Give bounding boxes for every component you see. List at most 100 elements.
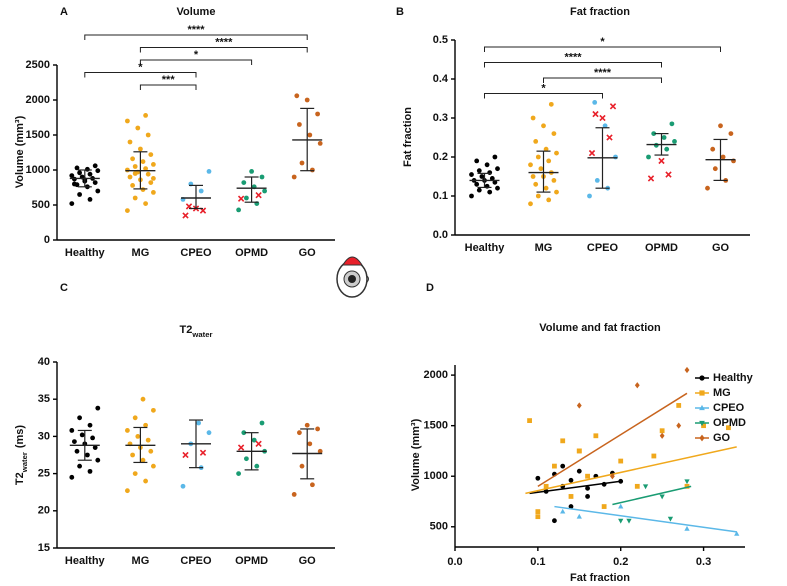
- data-point: [95, 168, 101, 174]
- y-tick-label: 15: [38, 542, 50, 554]
- data-point: [543, 483, 549, 489]
- data-point: [92, 445, 98, 450]
- data-point: [151, 463, 156, 469]
- data-point: [132, 164, 138, 169]
- y-tick-label: 1500: [424, 420, 448, 432]
- chart-title: Fat fraction: [570, 6, 630, 18]
- highlight-point: [199, 449, 207, 456]
- data-point: [546, 197, 552, 203]
- data-point: [236, 471, 242, 476]
- chart-title-part: water: [191, 330, 212, 339]
- data-point: [474, 158, 480, 164]
- data-point: [143, 166, 149, 172]
- legend-marker: [699, 375, 705, 381]
- x-tick-label: Healthy: [465, 242, 506, 254]
- data-point: [180, 483, 186, 489]
- legend-label: MG: [713, 387, 731, 399]
- data-point: [479, 174, 485, 179]
- data-point: [576, 513, 582, 519]
- head-icon: [336, 256, 369, 298]
- data-point: [130, 183, 136, 188]
- data-point: [528, 162, 533, 168]
- data-point: [653, 142, 659, 148]
- y-tick-label: 0.4: [433, 73, 449, 85]
- y-axis-label-part: water: [20, 452, 29, 473]
- x-tick-label: MG: [535, 242, 553, 254]
- data-point: [661, 135, 667, 140]
- x-tick-label: 0.0: [447, 556, 462, 568]
- data-point: [530, 174, 536, 179]
- data-point: [130, 156, 136, 162]
- x-tick-label: CPEO: [587, 242, 619, 254]
- data-point: [259, 420, 265, 426]
- significance-bracket: [484, 46, 721, 52]
- data-point: [236, 207, 242, 213]
- data-point: [593, 433, 599, 439]
- y-tick-label: 500: [430, 521, 448, 533]
- data-point: [299, 160, 305, 166]
- fit-line: [537, 392, 688, 487]
- data-point: [484, 162, 490, 168]
- data-point: [684, 479, 690, 485]
- data-point: [69, 173, 75, 179]
- y-axis-label-part: Volume (mm³): [14, 115, 26, 188]
- highlight-point: [182, 212, 189, 219]
- data-point: [530, 115, 536, 121]
- data-point: [684, 525, 690, 531]
- data-point: [145, 171, 151, 177]
- data-point: [198, 188, 204, 194]
- data-point: [527, 418, 532, 424]
- data-point: [125, 428, 130, 433]
- data-point: [92, 163, 98, 169]
- chart-title: T2water: [180, 324, 213, 339]
- data-point: [585, 473, 590, 479]
- y-tick-label: 2000: [424, 369, 448, 381]
- y-axis-label: T2water (ms): [14, 425, 29, 485]
- data-point: [95, 188, 101, 194]
- highlight-point: [255, 440, 262, 448]
- data-point: [535, 154, 541, 160]
- data-point: [533, 139, 539, 144]
- fit-line: [612, 485, 692, 506]
- data-point: [259, 174, 265, 180]
- y-tick-label: 2000: [26, 94, 50, 106]
- legend-label: CPEO: [713, 402, 745, 414]
- data-point: [249, 169, 255, 174]
- chart-title-part: Volume: [177, 6, 216, 18]
- data-point: [474, 181, 480, 187]
- data-point: [541, 123, 546, 129]
- x-tick-label: OPMD: [235, 555, 268, 567]
- data-point: [659, 432, 665, 439]
- x-tick-label: CPEO: [180, 555, 212, 567]
- legend-marker: [699, 390, 705, 396]
- x-tick-label: Healthy: [65, 247, 106, 259]
- highlight-point: [599, 114, 606, 122]
- highlight-point: [606, 134, 613, 141]
- chart-title: Volume and fat fraction: [539, 322, 661, 334]
- data-point: [132, 195, 138, 201]
- y-tick-label: 35: [38, 393, 50, 405]
- x-tick-label: MG: [132, 555, 150, 567]
- data-point: [659, 494, 665, 500]
- data-point: [618, 503, 624, 509]
- data-point: [552, 518, 557, 524]
- y-axis-label-part: Volume (mm³): [410, 418, 422, 491]
- y-tick-label: 30: [38, 430, 50, 442]
- data-point: [262, 188, 267, 194]
- data-point: [601, 504, 607, 509]
- data-point: [585, 494, 590, 499]
- data-point: [77, 415, 82, 421]
- data-point: [705, 185, 710, 191]
- data-point: [618, 518, 624, 524]
- data-point: [495, 185, 500, 191]
- data-point: [538, 166, 544, 172]
- chart-title-part: Volume and fat fraction: [539, 322, 661, 334]
- data-point: [151, 162, 156, 167]
- data-point: [77, 192, 82, 197]
- x-axis-label: Fat fraction: [570, 572, 630, 584]
- data-point: [254, 463, 260, 469]
- significance-bracket: [484, 62, 662, 68]
- data-point: [317, 448, 323, 454]
- data-point: [602, 123, 608, 129]
- x-tick-label: 0.2: [613, 556, 628, 568]
